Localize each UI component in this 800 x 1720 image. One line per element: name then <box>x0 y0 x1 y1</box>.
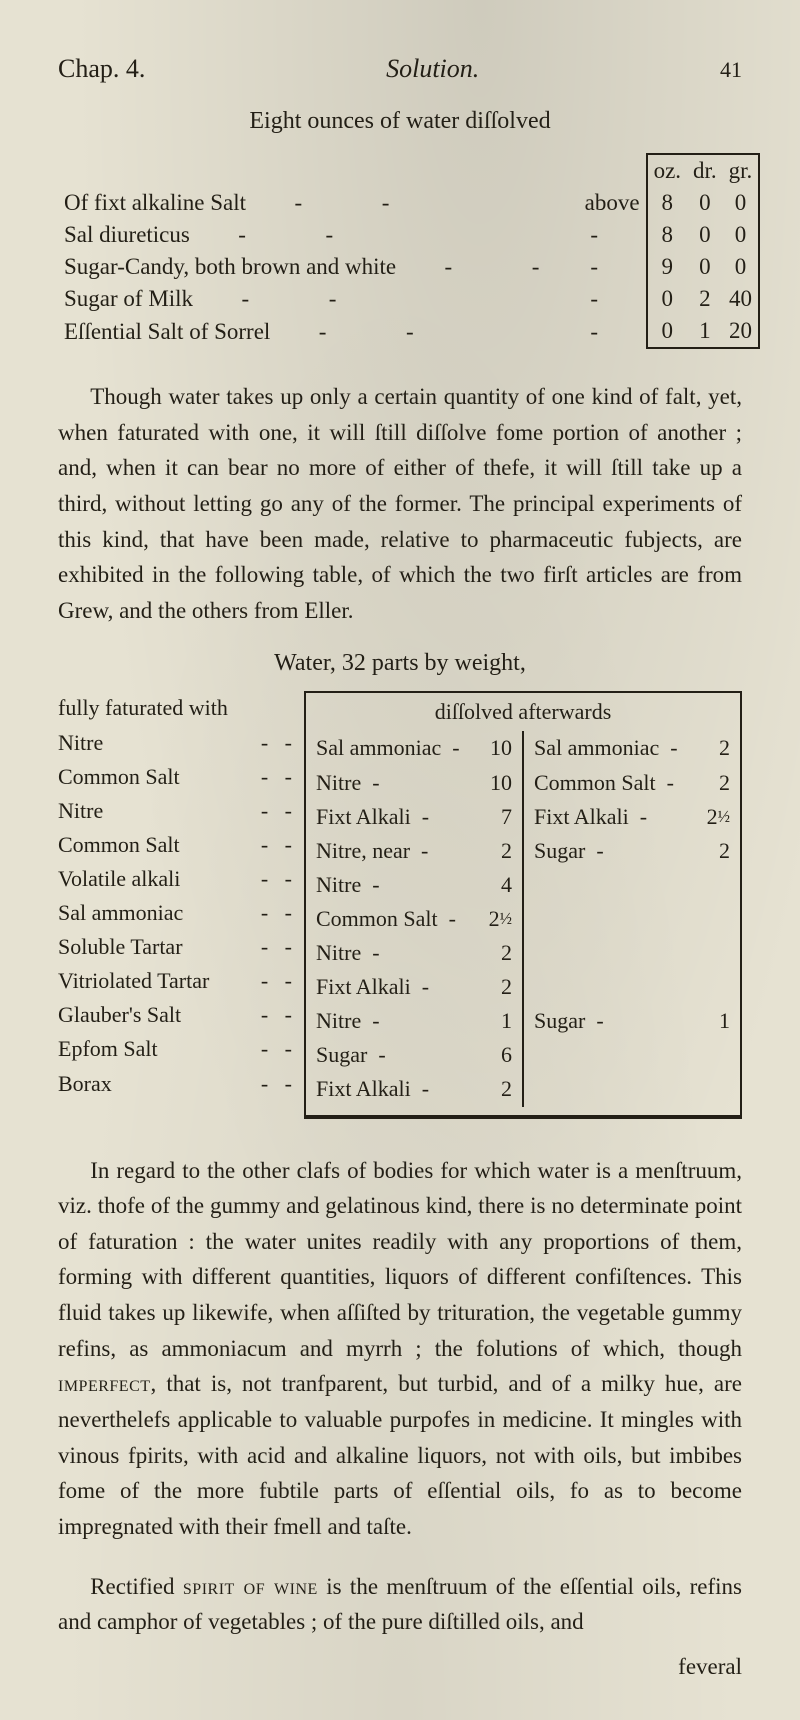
cell-gr: 40 <box>723 283 760 315</box>
page-number: 41 <box>720 57 742 83</box>
row-tail: - <box>577 251 647 283</box>
row-desc: Of fixt alkaline Salt <box>58 187 577 219</box>
left-column: fully faturated with Nitre- -Common Salt… <box>58 691 298 1118</box>
left-row: Volatile alkali- - <box>58 862 298 896</box>
box-row <box>534 868 730 902</box>
row-tail: - <box>577 315 647 348</box>
col-oz: oz. <box>647 154 687 187</box>
box-row: Sal ammoniac -10 <box>316 731 512 765</box>
row-desc: Sugar of Milk <box>58 283 577 315</box>
cell-dr: 0 <box>687 251 723 283</box>
left-row: Borax- - <box>58 1067 298 1101</box>
row-tail: - <box>577 219 647 251</box>
left-row: Glauber's Salt- - <box>58 998 298 1032</box>
cell-gr: 20 <box>723 315 760 348</box>
cell-oz: 8 <box>647 187 687 219</box>
col-dr: dr. <box>687 154 723 187</box>
box-row: Sugar -1 <box>534 1004 730 1038</box>
paragraph-2: In regard to the other clafs of bodies f… <box>58 1153 742 1545</box>
chap-label: Chap. 4. <box>58 54 145 84</box>
cell-gr: 0 <box>723 219 760 251</box>
box-row: Nitre -4 <box>316 868 512 902</box>
box-row: Sugar -6 <box>316 1038 512 1072</box>
box-row: Fixt Alkali -2 <box>316 1072 512 1106</box>
paragraph-1: Though water takes up only a certain qua… <box>58 379 742 628</box>
box-row <box>534 936 730 970</box>
box-row: Fixt Alkali -2½ <box>534 800 730 834</box>
row-tail: above <box>577 187 647 219</box>
cell-dr: 0 <box>687 187 723 219</box>
box-row <box>534 1072 730 1106</box>
cell-oz: 0 <box>647 283 687 315</box>
left-row: Common Salt- - <box>58 828 298 862</box>
box-row: Nitre -10 <box>316 766 512 800</box>
column-rule <box>522 731 524 1106</box>
left-row: Vitriolated Tartar- - <box>58 964 298 998</box>
p3a: Rectified <box>90 1574 183 1599</box>
spirit-of-wine-sc: spirit of wine <box>183 1574 318 1599</box>
running-head: Chap. 4. Solution. 41 <box>58 54 742 84</box>
cell-oz: 0 <box>647 315 687 348</box>
cell-gr: 0 <box>723 251 760 283</box>
row-desc: Eſſential Salt of Sorrel <box>58 315 577 348</box>
right-column: Sal ammoniac -2Common Salt -2Fixt Alkali… <box>534 731 730 1106</box>
box-row: Sal ammoniac -2 <box>534 731 730 765</box>
box-row: Fixt Alkali -7 <box>316 800 512 834</box>
box-row <box>534 970 730 1004</box>
box-row: Sugar -2 <box>534 834 730 868</box>
box-row: Nitre -2 <box>316 936 512 970</box>
imperfect-sc: imperfect <box>58 1371 151 1396</box>
left-header: fully faturated with <box>58 691 298 725</box>
box-row <box>534 902 730 936</box>
left-row: Sal ammoniac- - <box>58 896 298 930</box>
row-desc: Sal diureticus <box>58 219 577 251</box>
saturation-table: fully faturated with Nitre- -Common Salt… <box>58 691 742 1118</box>
solubility-table: oz. dr. gr. Of fixt alkaline Salt above8… <box>58 153 760 349</box>
left-row: Soluble Tartar- - <box>58 930 298 964</box>
box-row: Common Salt -2½ <box>316 902 512 936</box>
cell-gr: 0 <box>723 187 760 219</box>
catchword: feveral <box>58 1654 742 1680</box>
box-row: Common Salt -2 <box>534 766 730 800</box>
cell-oz: 8 <box>647 219 687 251</box>
mid-column: Sal ammoniac -10Nitre -10Fixt Alkali -7N… <box>316 731 512 1106</box>
intro-line: Eight ounces of water diſſolved <box>58 108 742 135</box>
cell-dr: 2 <box>687 283 723 315</box>
row-desc: Sugar-Candy, both brown and white <box>58 251 577 283</box>
page-title: Solution. <box>386 54 479 84</box>
left-row: Nitre- - <box>58 726 298 760</box>
box-row: Fixt Alkali -2 <box>316 970 512 1004</box>
page: Chap. 4. Solution. 41 Eight ounces of wa… <box>0 0 800 1720</box>
cell-dr: 0 <box>687 219 723 251</box>
left-row: Epfom Salt- - <box>58 1032 298 1066</box>
left-row: Common Salt- - <box>58 760 298 794</box>
box-caption: diſſolved afterwards <box>316 699 730 725</box>
p2b: , that is, not tranfparent, but turbid, … <box>58 1371 742 1539</box>
dissolved-box: diſſolved afterwards Sal ammoniac -10Nit… <box>304 691 742 1118</box>
p2a: In regard to the other clafs of bodies f… <box>58 1158 742 1361</box>
box-row: Nitre -1 <box>316 1004 512 1038</box>
water-line: Water, 32 parts by weight, <box>58 650 742 677</box>
row-tail: - <box>577 283 647 315</box>
paragraph-3: Rectified spirit of wine is the menſtruu… <box>58 1569 742 1640</box>
col-gr: gr. <box>723 154 760 187</box>
box-row <box>534 1038 730 1072</box>
box-row: Nitre, near -2 <box>316 834 512 868</box>
left-row: Nitre- - <box>58 794 298 828</box>
cell-dr: 1 <box>687 315 723 348</box>
cell-oz: 9 <box>647 251 687 283</box>
